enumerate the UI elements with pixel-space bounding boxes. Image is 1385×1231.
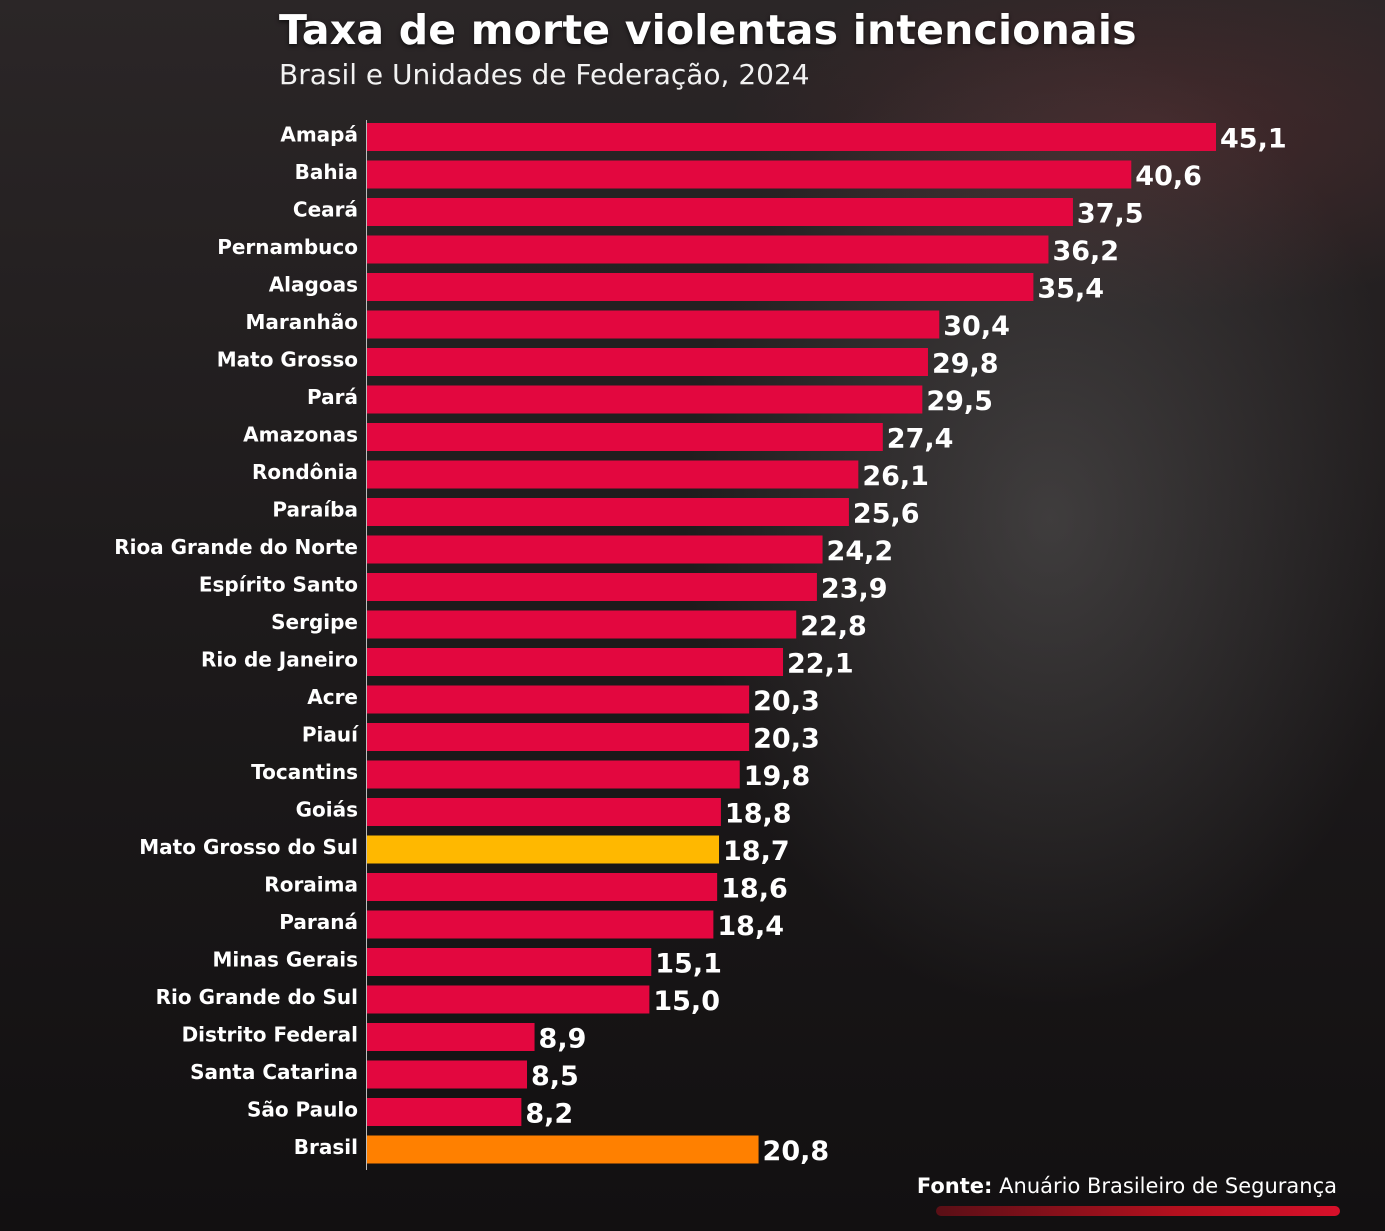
value-label: 18,8 [725, 799, 792, 830]
value-label: 27,4 [887, 424, 954, 455]
value-label: 18,7 [723, 836, 790, 867]
category-label: Pernambuco [217, 235, 358, 259]
value-label: 20,3 [753, 724, 820, 755]
category-label: Minas Gerais [213, 948, 358, 972]
value-label: 45,1 [1220, 124, 1287, 155]
category-label: Paraná [279, 910, 358, 934]
value-label: 35,4 [1037, 274, 1104, 305]
bar [367, 1023, 535, 1051]
category-label: Santa Catarina [190, 1060, 358, 1084]
value-label: 29,5 [926, 386, 993, 417]
value-label: 8,2 [525, 1099, 573, 1130]
category-label: Piauí [302, 723, 359, 747]
value-label: 15,0 [653, 986, 720, 1017]
bar [367, 610, 797, 639]
bar [367, 798, 721, 826]
bars-group: Amapá 45,1 Bahia 40,6 Ceará 37,5 Pernambuco 36,… [114, 123, 1286, 1168]
value-label: 37,5 [1077, 199, 1144, 230]
bar [367, 948, 652, 976]
category-label: Rioa Grande do Norte [114, 535, 358, 559]
bar [367, 1098, 522, 1126]
value-label: 40,6 [1135, 161, 1202, 192]
value-label: 18,4 [717, 911, 784, 942]
category-label: Acre [307, 685, 358, 709]
bar [367, 385, 923, 414]
bar [367, 873, 718, 901]
source-text: Anuário Brasileiro de Segurança [999, 1174, 1337, 1198]
bar [367, 310, 940, 339]
bar [367, 273, 1034, 301]
category-label: Amapá [280, 123, 358, 147]
category-label: Goiás [296, 798, 358, 822]
category-label: Alagoas [269, 273, 358, 297]
bar [367, 910, 714, 939]
bar [367, 535, 823, 564]
value-label: 8,9 [539, 1024, 587, 1055]
value-label: 25,6 [853, 499, 920, 530]
category-label: Tocantins [251, 760, 358, 784]
category-label: Mato Grosso do Sul [139, 835, 358, 859]
chart-subtitle: Brasil e Unidades de Federação, 2024 [279, 58, 810, 91]
bar [367, 760, 740, 789]
bar [367, 423, 883, 451]
value-label: 18,6 [721, 874, 788, 905]
value-label: 20,8 [763, 1136, 830, 1167]
chart-title: Taxa de morte violentas intencionais [279, 6, 1137, 54]
bar [367, 160, 1132, 189]
value-label: 24,2 [827, 536, 894, 567]
bar [367, 123, 1216, 151]
category-label: Bahia [295, 160, 358, 184]
value-label: 36,2 [1052, 236, 1119, 267]
value-label: 30,4 [943, 311, 1010, 342]
category-label: Sergipe [271, 610, 358, 634]
bar [367, 348, 928, 376]
category-label: Maranhão [246, 310, 358, 334]
value-label: 23,9 [821, 574, 888, 605]
value-label: 22,8 [800, 611, 867, 642]
category-label: Rondônia [252, 460, 358, 484]
value-label: 15,1 [655, 949, 722, 980]
source-credit: Fonte: Anuário Brasileiro de Segurança [917, 1174, 1337, 1198]
category-label: Roraima [264, 873, 358, 897]
bar [367, 460, 859, 489]
category-label: Brasil [294, 1135, 358, 1159]
bar [367, 198, 1073, 226]
source-label: Fonte: [916, 1174, 993, 1198]
value-label: 19,8 [744, 761, 811, 792]
value-label: 20,3 [753, 686, 820, 717]
bar [367, 235, 1049, 264]
source-underline [936, 1206, 1340, 1216]
bar [367, 498, 849, 526]
bar [367, 985, 650, 1014]
category-label: Distrito Federal [182, 1023, 358, 1047]
bar [367, 648, 784, 676]
category-label: Espírito Santo [199, 573, 358, 597]
category-label: Mato Grosso [217, 348, 358, 372]
value-label: 8,5 [531, 1061, 579, 1092]
bar [367, 835, 720, 864]
bar [367, 1135, 759, 1164]
category-label: São Paulo [247, 1098, 358, 1122]
category-label: Paraíba [272, 498, 358, 522]
bar [367, 723, 750, 751]
category-label: Amazonas [243, 423, 358, 447]
bar [367, 685, 750, 714]
category-label: Ceará [293, 198, 358, 222]
bar [367, 1060, 528, 1089]
category-label: Pará [307, 385, 358, 409]
bar [367, 573, 817, 601]
value-label: 26,1 [862, 461, 929, 492]
value-label: 29,8 [932, 349, 999, 380]
value-label: 22,1 [787, 649, 854, 680]
category-label: Rio Grande do Sul [156, 985, 358, 1009]
category-label: Rio de Janeiro [201, 648, 358, 672]
